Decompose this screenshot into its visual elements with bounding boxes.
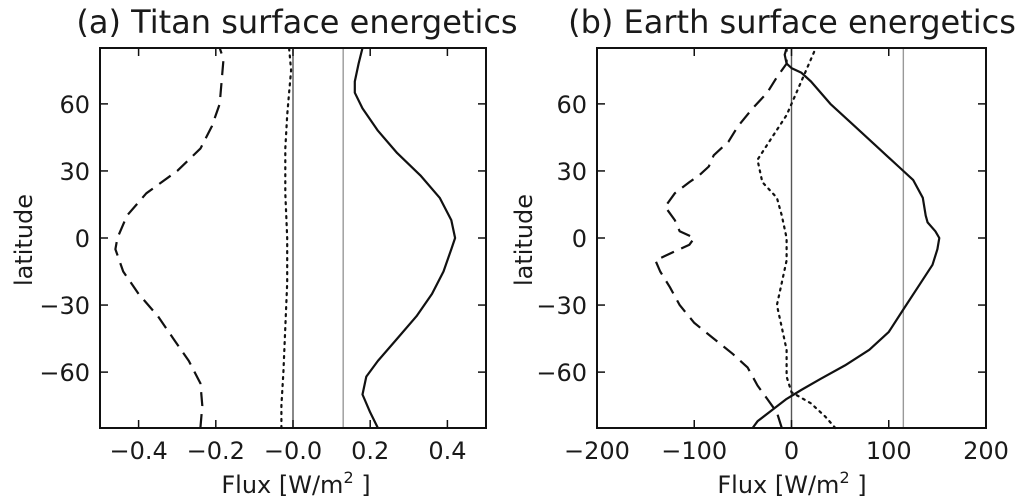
y-tick-label-a-0: 60 bbox=[59, 91, 90, 119]
y-tick-label-b-3: −30 bbox=[536, 292, 587, 320]
plot-area-b: −200 −100 0 100 200 60 30 0 −30 −60 bbox=[536, 46, 1009, 465]
series-line-b-solid bbox=[751, 47, 941, 429]
x-tick-label-a-2: −0.0 bbox=[264, 437, 322, 465]
series-line-a-dotted bbox=[280, 46, 293, 430]
x-tick-label-b-1: −100 bbox=[661, 437, 727, 465]
x-tick-label-b-2: 0 bbox=[784, 437, 799, 465]
chart-title-b: (b) Earth surface energetics bbox=[568, 3, 1016, 41]
chart-title-a: (a) Titan surface energetics bbox=[76, 3, 517, 41]
y-tick-label-a-2: 0 bbox=[75, 225, 90, 253]
y-axis-label-a: latitude bbox=[10, 194, 38, 286]
series-line-a-dashed bbox=[114, 47, 225, 429]
plot-area-a: −0.4 −0.2 −0.0 0.2 0.4 60 30 0 −30 −60 bbox=[39, 46, 487, 465]
panel-titan: (a) Titan surface energetics latitude Fl… bbox=[10, 3, 518, 499]
x-axis-label-a: Flux [W/m2 ] bbox=[221, 468, 370, 499]
y-tick-label-b-0: 60 bbox=[556, 91, 587, 119]
x-axis-label-b: Flux [W/m2 ] bbox=[717, 468, 866, 499]
y-tick-label-a-3: −30 bbox=[39, 292, 90, 320]
x-tick-label-a-3: 0.2 bbox=[351, 437, 389, 465]
y-tick-label-a-4: −60 bbox=[39, 359, 90, 387]
x-tick-label-b-0: −200 bbox=[564, 437, 630, 465]
y-tick-label-b-1: 30 bbox=[556, 158, 587, 186]
x-tick-label-b-4: 200 bbox=[963, 437, 1009, 465]
y-tick-label-b-4: −60 bbox=[536, 359, 587, 387]
y-tick-label-b-2: 0 bbox=[572, 225, 587, 253]
y-tick-label-a-1: 30 bbox=[59, 158, 90, 186]
series-line-b-dotted bbox=[756, 46, 837, 430]
x-tick-label-a-1: −0.2 bbox=[187, 437, 245, 465]
y-axis-label-b: latitude bbox=[510, 194, 538, 286]
x-tick-label-a-0: −0.4 bbox=[109, 437, 167, 465]
series-line-b-dashed bbox=[654, 48, 788, 429]
series-line-a-solid bbox=[353, 47, 457, 429]
x-tick-label-b-3: 100 bbox=[866, 437, 912, 465]
panel-earth: (b) Earth surface energetics latitude Fl… bbox=[510, 3, 1016, 499]
x-tick-label-a-4: 0.4 bbox=[428, 437, 466, 465]
